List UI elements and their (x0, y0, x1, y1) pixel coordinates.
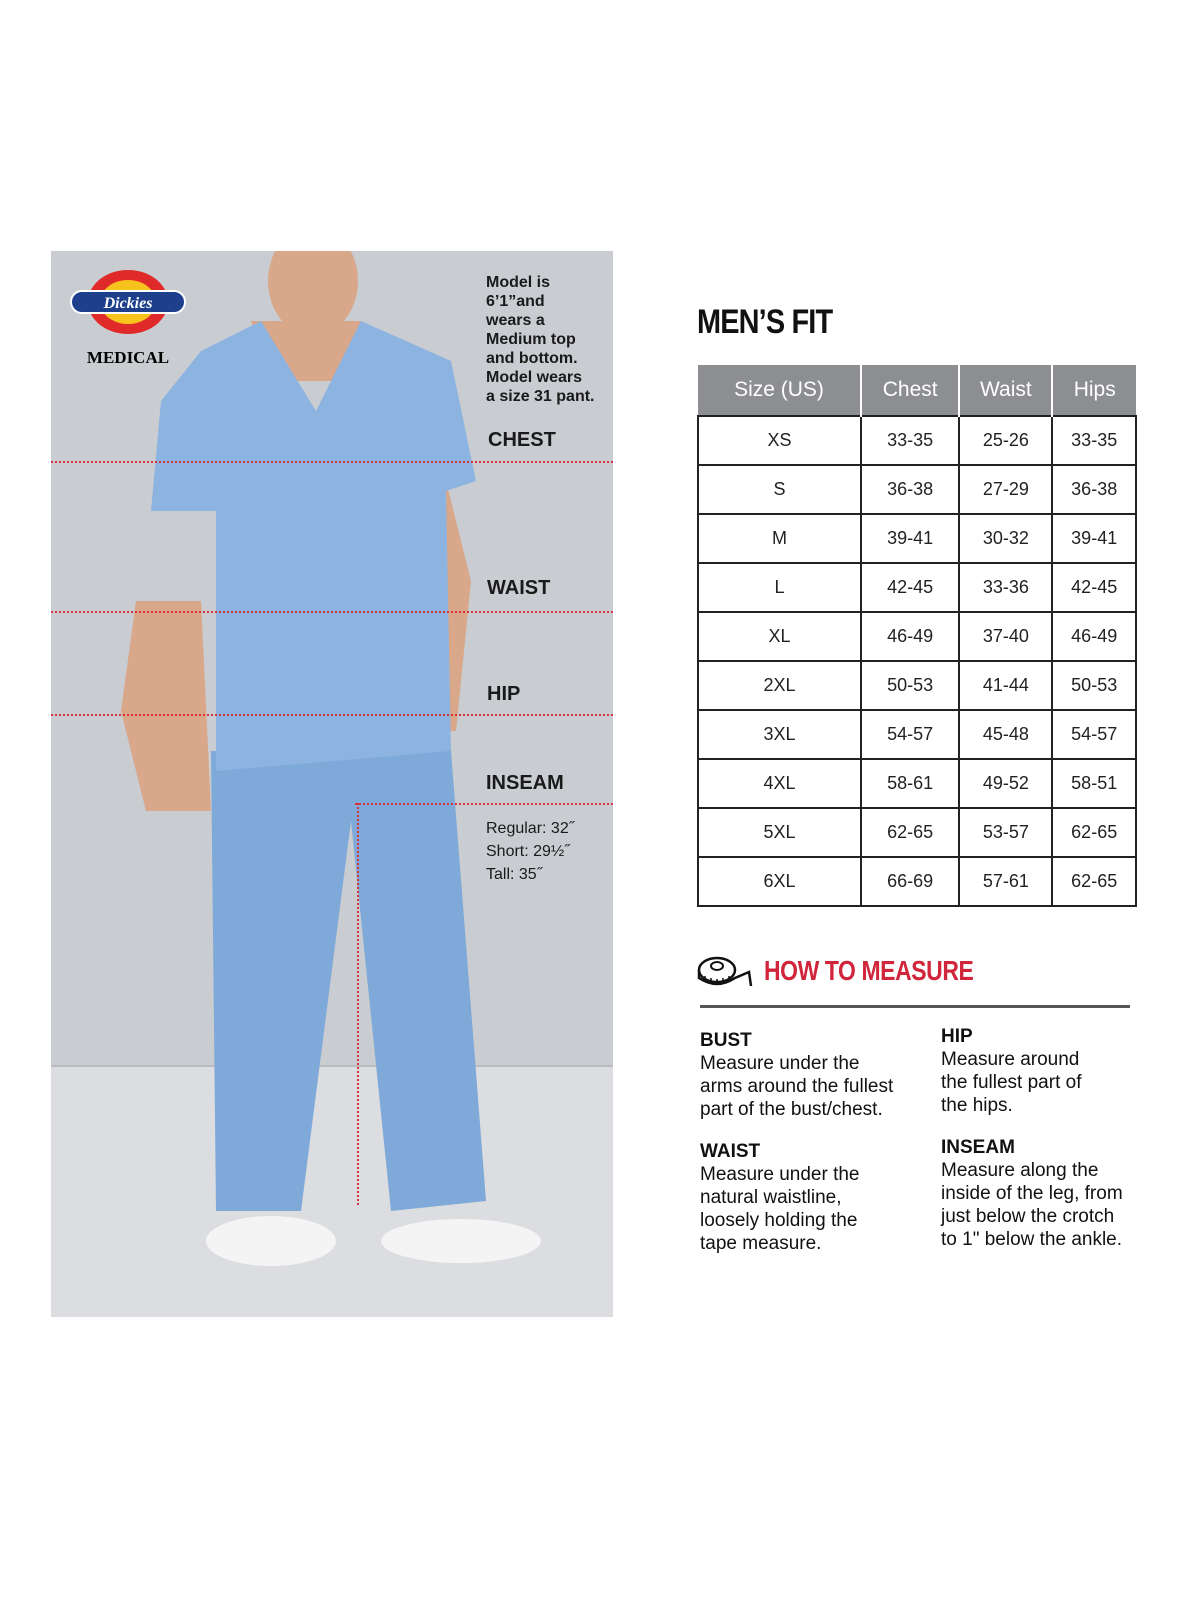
inseam-label: INSEAM (486, 772, 564, 794)
cell-waist: 33-36 (958, 562, 1054, 613)
inseam-heading: INSEAM (941, 1137, 1015, 1158)
cell-waist: 37-40 (958, 611, 1054, 662)
cell-chest: 66-69 (859, 856, 961, 907)
cell-hips: 46-49 (1051, 611, 1137, 662)
hip-text: Measure around the fullest part of the h… (941, 1049, 1082, 1116)
inseam-line (355, 803, 613, 805)
table-row: L 42-45 33-36 42-45 (697, 562, 1137, 613)
cell-hips: 42-45 (1051, 562, 1137, 613)
cell-chest: 50-53 (859, 660, 961, 711)
cell-size: XL (697, 611, 862, 662)
measure-waist: WAIST Measure under the natural waistlin… (700, 1141, 930, 1255)
cell-size: 2XL (697, 660, 862, 711)
brand-sub: MEDICAL (86, 348, 170, 367)
cell-waist: 53-57 (958, 807, 1054, 858)
table-row: XL 46-49 37-40 46-49 (697, 611, 1137, 662)
bust-heading: BUST (700, 1030, 752, 1051)
cell-waist: 27-29 (958, 464, 1054, 515)
cell-hips: 50-53 (1051, 660, 1137, 711)
model-figure (121, 251, 541, 1266)
cell-chest: 36-38 (859, 464, 961, 515)
svg-text:Dickies: Dickies (103, 295, 153, 312)
cell-size: 4XL (697, 758, 862, 809)
dickies-logo-icon: Dickies (70, 270, 186, 334)
inseam-vertical-line (357, 803, 359, 1205)
header-size: Size (US) (698, 365, 861, 416)
table-row: S 36-38 27-29 36-38 (697, 464, 1137, 515)
cell-size: L (697, 562, 862, 613)
cell-hips: 36-38 (1051, 464, 1137, 515)
hip-line (51, 714, 613, 716)
table-row: 5XL 62-65 53-57 62-65 (697, 807, 1137, 858)
tape-measure-icon (697, 954, 755, 995)
cell-waist: 45-48 (958, 709, 1054, 760)
cell-chest: 46-49 (859, 611, 961, 662)
cell-hips: 54-57 (1051, 709, 1137, 760)
measure-bust: BUST Measure under the arms around the f… (700, 1030, 930, 1121)
cell-chest: 39-41 (859, 513, 961, 564)
floor (51, 1065, 613, 1317)
table-row: M 39-41 30-32 39-41 (697, 513, 1137, 564)
table-row: 3XL 54-57 45-48 54-57 (697, 709, 1137, 760)
model-note: Model is 6’1”and wears a Medium top and … (486, 274, 595, 405)
bust-text: Measure under the arms around the fulles… (700, 1053, 894, 1120)
cell-size: 3XL (697, 709, 862, 760)
waist-line (51, 611, 613, 613)
header-hips: Hips (1051, 365, 1136, 416)
model-photo: Dickies MEDICAL Model is 6’1”and wears a… (51, 251, 613, 1317)
cell-chest: 62-65 (859, 807, 961, 858)
hip-heading: HIP (941, 1026, 973, 1047)
cell-hips: 62-65 (1051, 856, 1137, 907)
cell-chest: 33-35 (859, 415, 961, 466)
chart-title: MEN’S FIT (697, 303, 833, 341)
cell-chest: 58-61 (859, 758, 961, 809)
dickies-medical-logo: Dickies MEDICAL (69, 269, 187, 368)
cell-hips: 62-65 (1051, 807, 1137, 858)
cell-chest: 54-57 (859, 709, 961, 760)
chest-line (51, 461, 613, 463)
cell-size: 5XL (697, 807, 862, 858)
cell-size: M (697, 513, 862, 564)
hip-label: HIP (487, 683, 521, 705)
table-header: Size (US) Chest Waist Hips (698, 365, 1136, 416)
waist-heading: WAIST (700, 1141, 761, 1162)
cell-waist: 30-32 (958, 513, 1054, 564)
cell-chest: 42-45 (859, 562, 961, 613)
cell-waist: 49-52 (958, 758, 1054, 809)
measure-hip: HIP Measure around the fullest part of t… (941, 1026, 1161, 1117)
header-waist: Waist (958, 365, 1053, 416)
waist-text: Measure under the natural waistline, loo… (700, 1164, 860, 1254)
cell-size: 6XL (697, 856, 862, 907)
divider (700, 1005, 1130, 1008)
size-table: Size (US) Chest Waist Hips XS 33-35 25-26 3… (697, 365, 1137, 907)
cell-hips: 39-41 (1051, 513, 1137, 564)
table-row: XS 33-35 25-26 33-35 (697, 415, 1137, 466)
how-to-measure-title: HOW TO MEASURE (764, 955, 974, 986)
inseam-note: Regular: 32˝ Short: 29½˝ Tall: 35˝ (486, 820, 575, 883)
waist-label: WAIST (487, 577, 551, 599)
cell-waist: 57-61 (958, 856, 1054, 907)
measure-inseam: INSEAM Measure along the inside of the l… (941, 1137, 1181, 1251)
inseam-text: Measure along the inside of the leg, fro… (941, 1160, 1123, 1250)
cell-hips: 33-35 (1051, 415, 1137, 466)
header-chest: Chest (859, 365, 960, 416)
cell-size: XS (697, 415, 862, 466)
table-row: 2XL 50-53 41-44 50-53 (697, 660, 1137, 711)
chest-label: CHEST (488, 429, 556, 451)
table-row: 4XL 58-61 49-52 58-51 (697, 758, 1137, 809)
cell-size: S (697, 464, 862, 515)
cell-waist: 41-44 (958, 660, 1054, 711)
table-row: 6XL 66-69 57-61 62-65 (697, 856, 1137, 907)
cell-hips: 58-51 (1051, 758, 1137, 809)
cell-waist: 25-26 (958, 415, 1054, 466)
